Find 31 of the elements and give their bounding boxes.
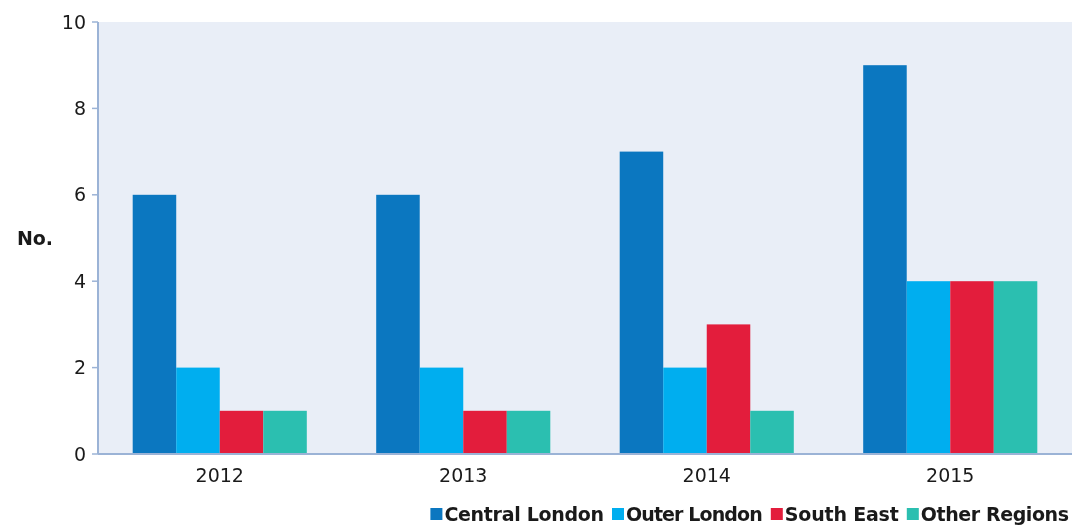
bar [906, 281, 951, 454]
legend-label: South East [784, 502, 899, 525]
legend-label: Central London [444, 502, 604, 525]
bar [376, 194, 420, 454]
bar [263, 410, 307, 454]
bar [463, 410, 507, 454]
y-tick-label: 10 [61, 10, 86, 33]
y-tick-label: 2 [73, 356, 86, 379]
y-tick-label: 6 [73, 183, 86, 206]
bar [863, 65, 907, 454]
x-tick-label: 2012 [195, 464, 244, 486]
bar [706, 324, 751, 454]
y-tick-label: 4 [73, 269, 86, 292]
bar [506, 410, 551, 454]
y-tick-label: 0 [73, 442, 86, 465]
bar [750, 410, 794, 454]
legend-label: Other Regions [920, 502, 1069, 525]
legend-label: Outer London [626, 502, 763, 525]
x-tick-label: 2014 [682, 464, 731, 486]
bar [993, 281, 1038, 454]
bar [176, 367, 220, 454]
bar [619, 151, 664, 454]
x-tick-label: 2015 [926, 464, 975, 486]
x-tick-label: 2013 [439, 464, 488, 486]
y-axis-title: No. [16, 226, 54, 249]
bar [419, 367, 464, 454]
bar [663, 367, 707, 454]
y-tick-label: 8 [73, 97, 86, 120]
bar [950, 281, 994, 454]
bar [219, 410, 264, 454]
bar [132, 194, 177, 454]
